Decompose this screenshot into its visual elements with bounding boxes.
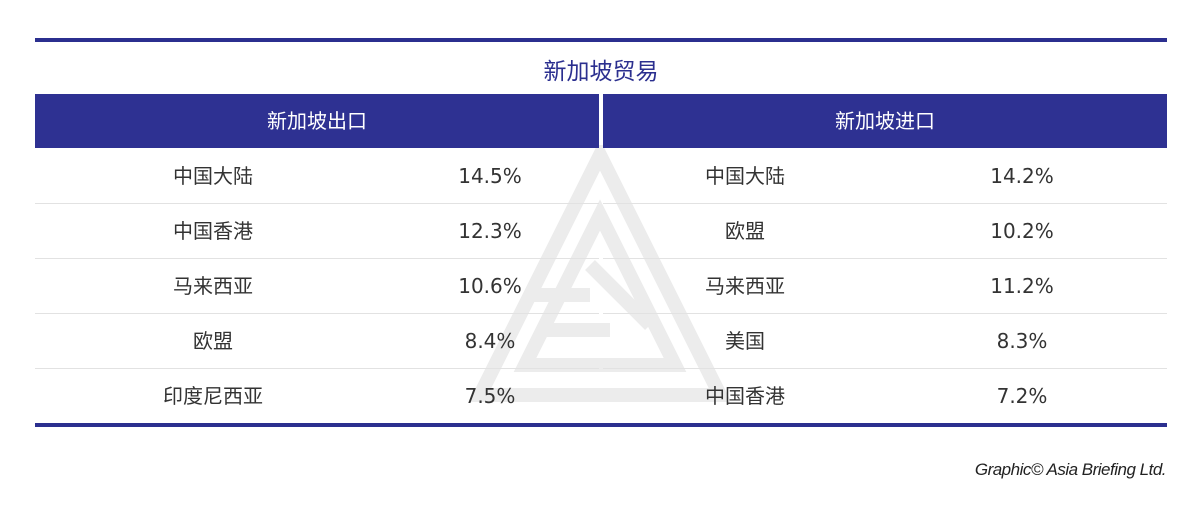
watermark-logo-icon (470, 145, 730, 402)
exports-row: 马来西亚 10.6% (35, 259, 599, 314)
imports-row: 马来西亚 11.2% (603, 259, 1167, 314)
share-cell: 12.3% (458, 219, 522, 243)
country-cell: 欧盟 (725, 219, 765, 243)
share-cell: 11.2% (990, 274, 1054, 298)
exports-header: 新加坡出口 (35, 94, 599, 148)
imports-row: 中国大陆 14.2% (603, 149, 1167, 204)
country-cell: 印度尼西亚 (163, 384, 263, 408)
imports-header: 新加坡进口 (603, 94, 1167, 148)
country-cell: 马来西亚 (705, 274, 785, 298)
country-cell: 中国大陆 (173, 164, 253, 188)
imports-row: 美国 8.3% (603, 314, 1167, 369)
exports-row: 中国香港 12.3% (35, 204, 599, 259)
country-cell: 马来西亚 (173, 274, 253, 298)
exports-row: 印度尼西亚 7.5% (35, 369, 599, 424)
imports-row: 欧盟 10.2% (603, 204, 1167, 259)
share-cell: 10.2% (990, 219, 1054, 243)
share-cell: 7.2% (996, 384, 1048, 408)
share-cell: 14.2% (990, 164, 1054, 188)
share-cell: 8.4% (464, 329, 516, 353)
share-cell: 14.5% (458, 164, 522, 188)
country-cell: 美国 (725, 329, 765, 353)
exports-row: 中国大陆 14.5% (35, 149, 599, 204)
copyright-footer: Graphic© Asia Briefing Ltd. (974, 460, 1167, 479)
country-cell: 中国香港 (173, 219, 253, 243)
share-cell: 7.5% (464, 384, 516, 408)
country-cell: 中国香港 (705, 384, 785, 408)
country-cell: 中国大陆 (705, 164, 785, 188)
top-rule (35, 38, 1167, 42)
share-cell: 8.3% (996, 329, 1048, 353)
exports-row: 欧盟 8.4% (35, 314, 599, 369)
share-cell: 10.6% (458, 274, 522, 298)
table-title: 新加坡贸易 (543, 59, 659, 85)
imports-row: 中国香港 7.2% (603, 369, 1167, 424)
bottom-rule (35, 423, 1167, 427)
country-cell: 欧盟 (193, 329, 233, 353)
